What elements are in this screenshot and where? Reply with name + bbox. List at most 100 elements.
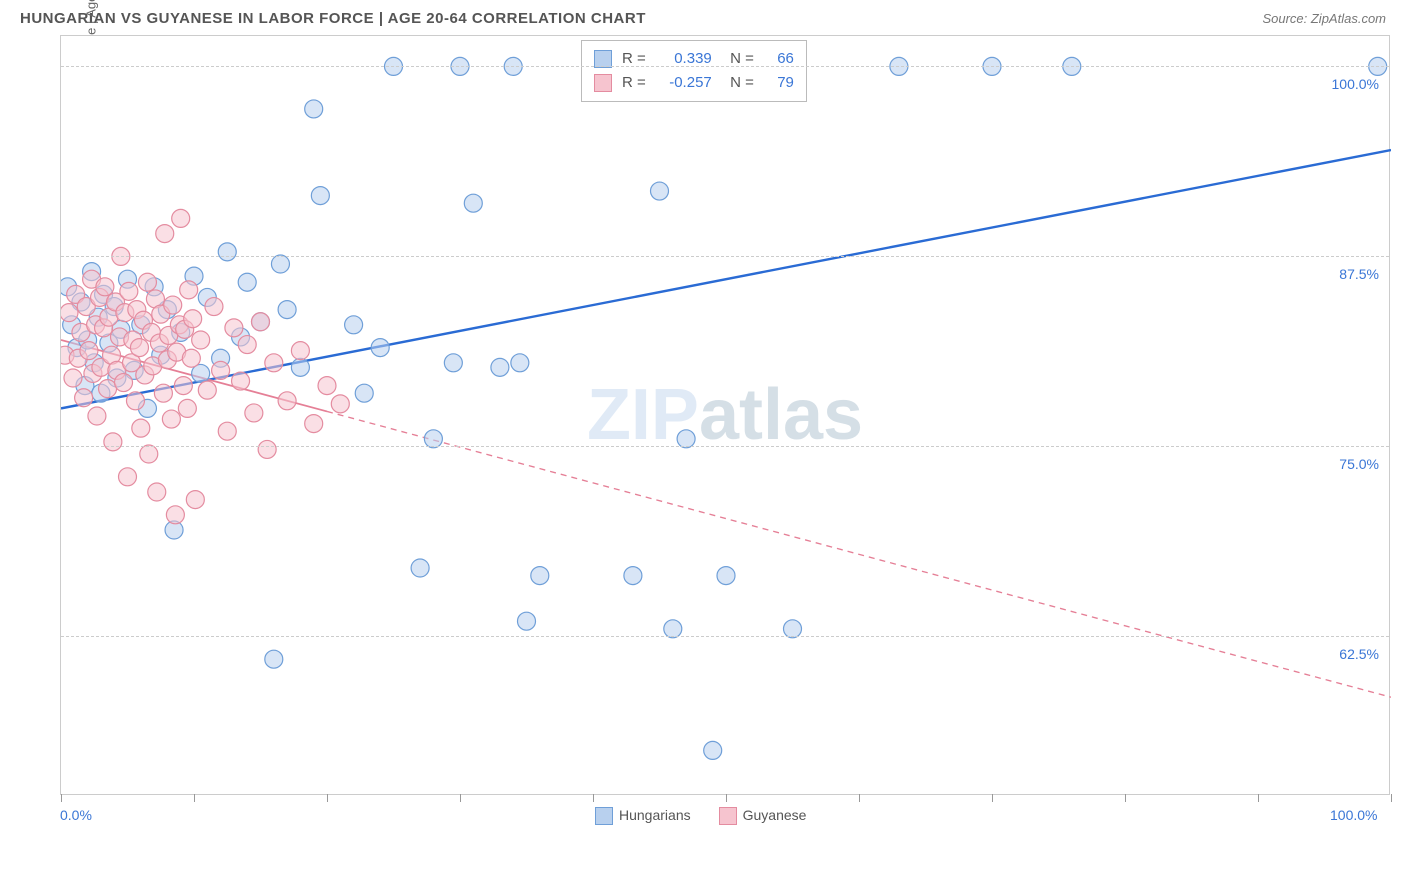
data-point — [371, 339, 389, 357]
data-point — [238, 273, 256, 291]
data-point — [75, 389, 93, 407]
correlation-row: R = 0.339 N = 66 — [594, 47, 794, 71]
data-point — [232, 372, 250, 390]
data-point — [664, 620, 682, 638]
source-label: Source: ZipAtlas.com — [1262, 11, 1386, 26]
correlation-n-label: N = — [722, 71, 754, 95]
trend-line-dashed — [327, 411, 1391, 697]
correlation-box: R = 0.339 N = 66R = -0.257 N = 79 — [581, 40, 807, 102]
x-tick — [992, 794, 993, 802]
data-point — [355, 384, 373, 402]
data-point — [120, 282, 138, 300]
data-point — [518, 612, 536, 630]
data-point — [265, 650, 283, 668]
data-point — [311, 187, 329, 205]
x-tick — [593, 794, 594, 802]
legend-swatch — [595, 807, 613, 825]
data-point — [172, 209, 190, 227]
y-tick-label: 75.0% — [1339, 456, 1379, 472]
correlation-r-value: 0.339 — [656, 47, 712, 71]
legend-bottom: Hungarians Guyanese — [595, 807, 806, 825]
data-point — [305, 100, 323, 118]
correlation-n-value: 79 — [764, 71, 794, 95]
data-point — [148, 483, 166, 501]
x-tick — [460, 794, 461, 802]
data-point — [305, 415, 323, 433]
data-point — [130, 339, 148, 357]
y-tick-label: 100.0% — [1332, 76, 1379, 92]
legend-swatch — [719, 807, 737, 825]
data-point — [64, 369, 82, 387]
data-point — [238, 336, 256, 354]
data-point — [411, 559, 429, 577]
data-point — [218, 243, 236, 261]
chart-title: HUNGARIAN VS GUYANESE IN LABOR FORCE | A… — [20, 10, 646, 27]
data-point — [88, 407, 106, 425]
x-axis-label-max: 100.0% — [1330, 807, 1380, 823]
gridline-h — [61, 446, 1389, 447]
x-tick — [61, 794, 62, 802]
x-tick — [859, 794, 860, 802]
data-point — [138, 273, 156, 291]
data-point — [198, 381, 216, 399]
data-point — [182, 349, 200, 367]
legend-label: Hungarians — [619, 807, 691, 823]
data-point — [444, 354, 462, 372]
data-point — [126, 392, 144, 410]
plot-area: ZIPatlas R =0.339 N =66R =-0.257 N =79 6… — [60, 35, 1390, 795]
data-point — [192, 331, 210, 349]
data-point — [162, 410, 180, 428]
data-point — [704, 741, 722, 759]
data-point — [331, 395, 349, 413]
data-point — [252, 313, 270, 331]
data-point — [104, 433, 122, 451]
correlation-r-value: -0.257 — [656, 71, 712, 95]
data-point — [61, 304, 78, 322]
data-point — [291, 342, 309, 360]
data-point — [491, 358, 509, 376]
legend-item: Guyanese — [719, 807, 807, 825]
correlation-r-label: R = — [622, 47, 646, 71]
data-point — [225, 319, 243, 337]
data-point — [677, 430, 695, 448]
correlation-swatch — [594, 50, 612, 68]
x-tick — [1125, 794, 1126, 802]
x-tick — [327, 794, 328, 802]
data-point — [140, 445, 158, 463]
data-point — [265, 354, 283, 372]
data-point — [115, 374, 133, 392]
data-point — [178, 399, 196, 417]
data-point — [318, 377, 336, 395]
x-tick — [1391, 794, 1392, 802]
correlation-n-value: 66 — [764, 47, 794, 71]
data-point — [132, 419, 150, 437]
data-point — [154, 384, 172, 402]
data-point — [205, 298, 223, 316]
data-point — [345, 316, 363, 334]
data-point — [651, 182, 669, 200]
data-point — [119, 468, 137, 486]
data-point — [784, 620, 802, 638]
correlation-n-label: N = — [722, 47, 754, 71]
data-point — [96, 278, 114, 296]
data-point — [212, 361, 230, 379]
plot-svg — [61, 36, 1391, 796]
trend-line — [61, 150, 1391, 408]
y-tick-label: 62.5% — [1339, 646, 1379, 662]
data-point — [624, 567, 642, 585]
data-point — [278, 301, 296, 319]
legend-item: Hungarians — [595, 807, 691, 825]
data-point — [180, 281, 198, 299]
data-point — [184, 310, 202, 328]
data-point — [166, 506, 184, 524]
y-tick-label: 87.5% — [1339, 266, 1379, 282]
x-axis-label-min: 0.0% — [60, 807, 92, 823]
data-point — [271, 255, 289, 273]
data-point — [278, 392, 296, 410]
data-point — [174, 377, 192, 395]
data-point — [186, 491, 204, 509]
data-point — [291, 358, 309, 376]
title-bar: HUNGARIAN VS GUYANESE IN LABOR FORCE | A… — [0, 0, 1406, 35]
data-point — [99, 380, 117, 398]
x-tick — [194, 794, 195, 802]
